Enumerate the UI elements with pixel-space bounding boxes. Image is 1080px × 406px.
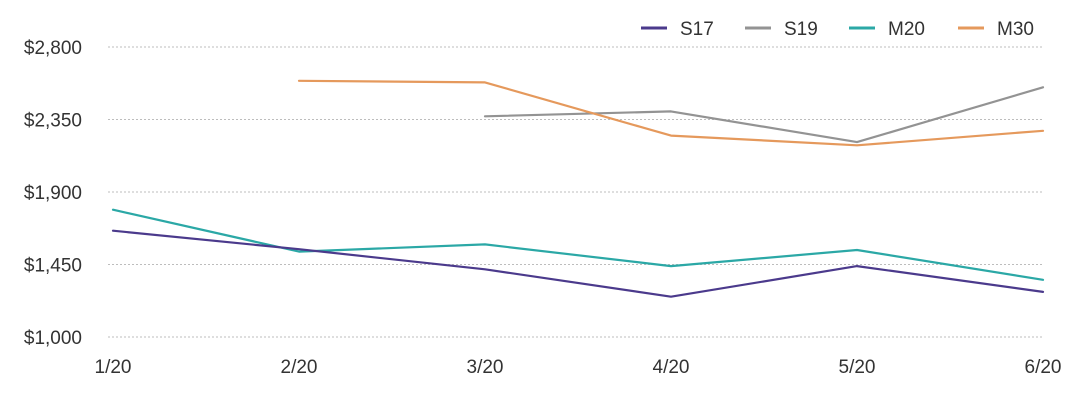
series-lines [111, 79, 1045, 298]
legend-label-m30: M30 [997, 19, 1034, 40]
y-tick-label: $1,450 [24, 256, 82, 277]
x-tick-label: 4/20 [653, 357, 690, 378]
series-line-s19 [483, 86, 1045, 144]
legend-item-m20: M20 [849, 19, 925, 40]
y-tick-label: $2,800 [24, 38, 82, 59]
x-tick-label: 1/20 [95, 357, 132, 378]
y-tick-label: $1,900 [24, 183, 82, 204]
legend-item-s19: S19 [745, 19, 818, 40]
legend-label-s17: S17 [680, 19, 714, 40]
y-tick-label: $2,350 [24, 111, 82, 132]
legend: S17 S19 M20 M30 [641, 19, 1034, 40]
x-tick-label: 6/20 [1025, 357, 1062, 378]
y-axis: $1,000 $1,450 $1,900 $2,350 $2,800 [24, 38, 82, 349]
x-axis: 1/20 2/20 3/20 4/20 5/20 6/20 [95, 357, 1062, 378]
legend-item-m30: M30 [958, 19, 1034, 40]
series-line-s17 [111, 229, 1045, 298]
y-tick-label: $1,000 [24, 328, 82, 349]
legend-item-s17: S17 [641, 19, 714, 40]
series-line-m30 [297, 79, 1045, 147]
x-tick-label: 5/20 [839, 357, 876, 378]
x-tick-label: 3/20 [467, 357, 504, 378]
x-tick-label: 2/20 [281, 357, 318, 378]
series-line-m20 [111, 208, 1045, 281]
legend-label-s19: S19 [784, 19, 818, 40]
gridlines [108, 46, 1043, 338]
legend-label-m20: M20 [888, 19, 925, 40]
